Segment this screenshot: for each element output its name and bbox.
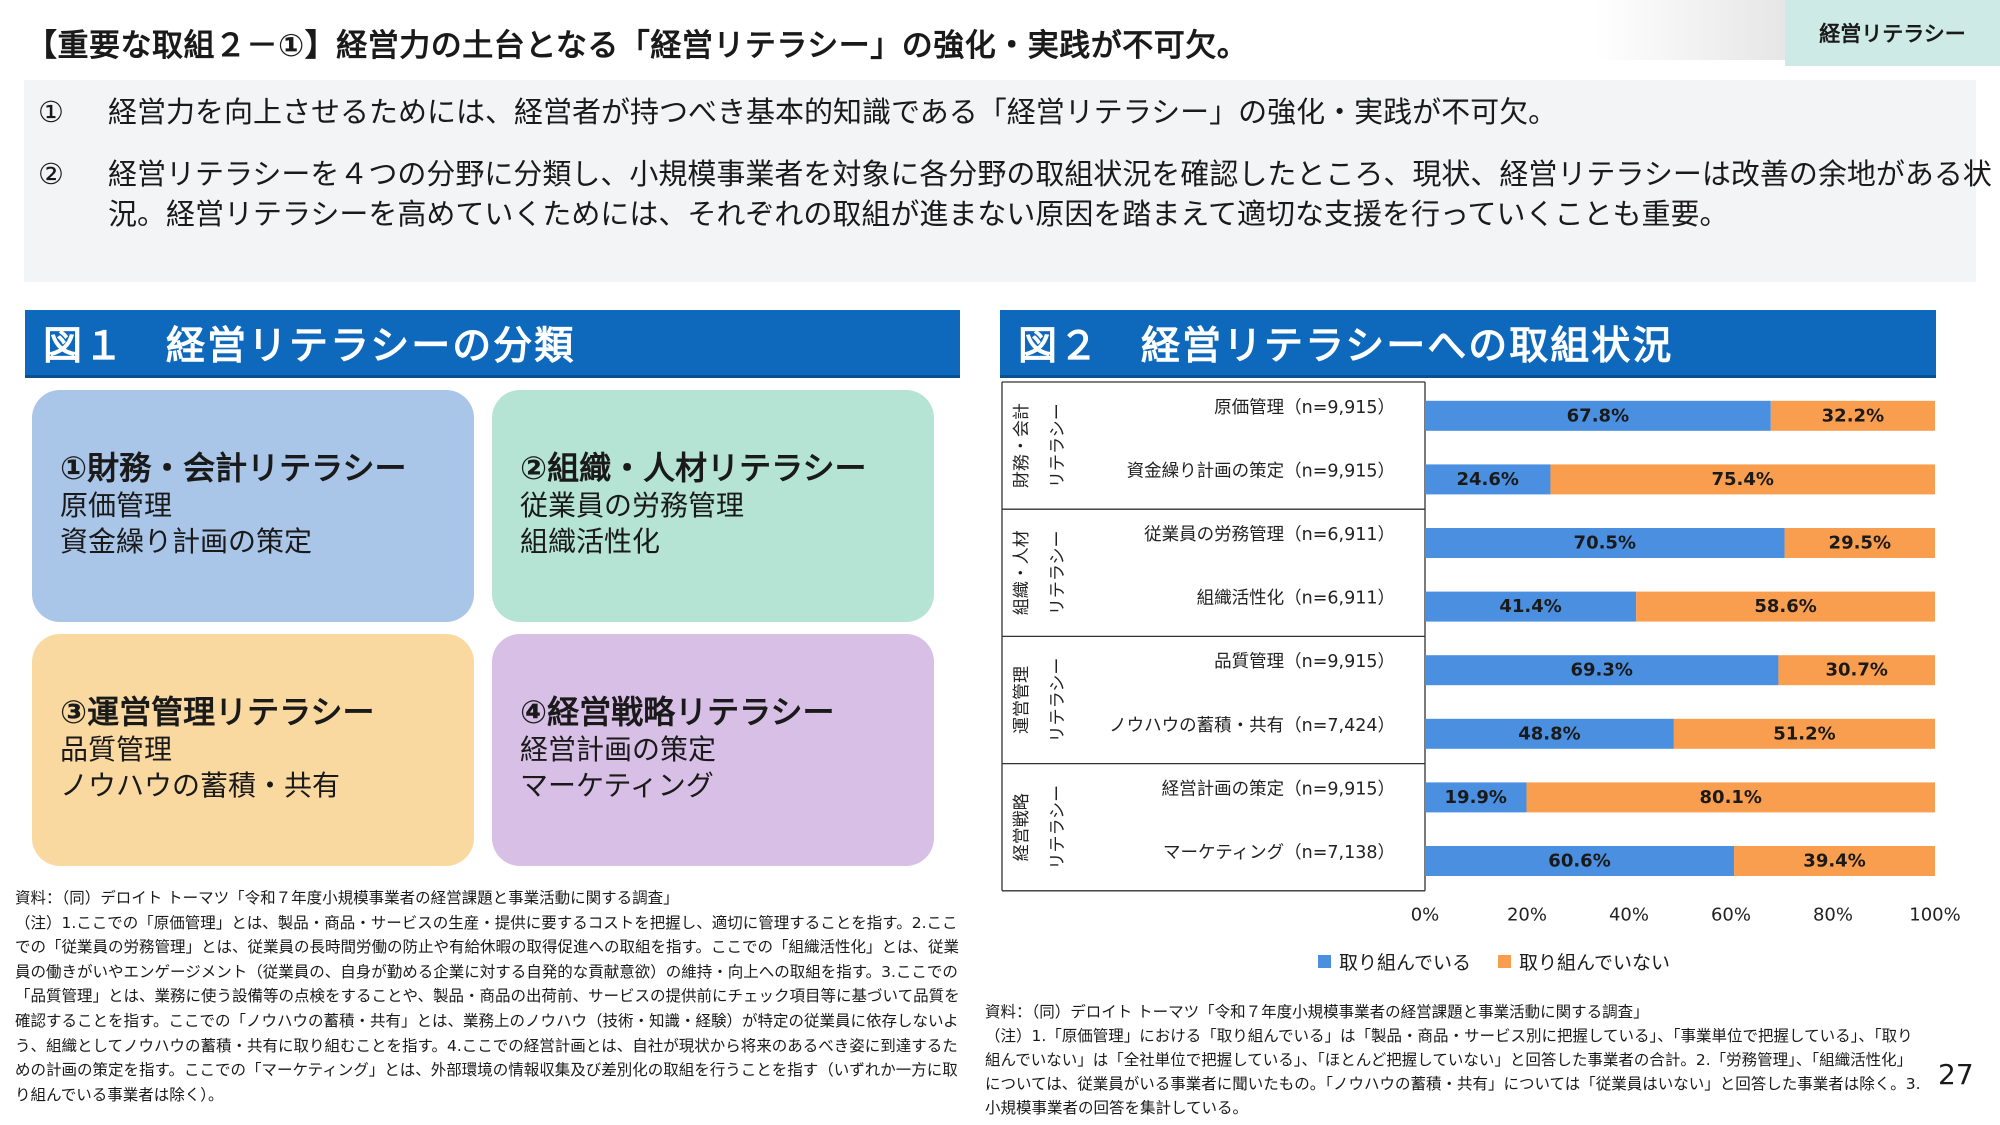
bar-not-doing: [1734, 846, 1935, 876]
card-title: ③運営管理リテラシー: [60, 693, 375, 731]
tag-gradient: [1595, 0, 1785, 60]
category-label: 組織活性化（n=6,911）: [1197, 589, 1395, 609]
bar-doing: [1425, 718, 1674, 749]
bar-doing: [1425, 591, 1637, 622]
data-label: 24.6%: [1457, 469, 1519, 490]
page-number: 27: [1938, 1058, 1974, 1091]
figure2-note: （注）1.「原価管理」における「取り組んでいる」は「製品・商品・サービス別に把握…: [985, 1027, 1921, 1117]
bar-doing: [1425, 782, 1527, 813]
group-label: 財務・会計: [1012, 403, 1032, 488]
x-tick-label: 100%: [1909, 904, 1960, 925]
card-item: 組織活性化: [520, 525, 661, 558]
page-title: 【重要な取組２－①】経営力の土台となる「経営リテラシー」の強化・実践が不可欠。: [26, 28, 1249, 64]
legend-item-doing: 取り組んでいる: [1318, 948, 1471, 975]
data-label: 41.4%: [1499, 596, 1561, 617]
group-label: 経営戦略: [1012, 793, 1032, 861]
group-label: 組織・人材: [1012, 530, 1032, 615]
card-title: ①財務・会計リテラシー: [60, 449, 407, 487]
bar-not-doing: [1636, 591, 1935, 622]
card-item: 原価管理: [60, 489, 173, 522]
data-label: 29.5%: [1829, 533, 1891, 554]
card-title: ②組織・人材リテラシー: [520, 449, 867, 487]
bar-not-doing: [1784, 528, 1935, 558]
x-tick-label: 80%: [1813, 904, 1853, 925]
data-label: 60.6%: [1548, 851, 1610, 872]
bar-not-doing: [1526, 782, 1935, 813]
category-label: 従業員の労務管理（n=6,911）: [1144, 525, 1395, 545]
x-tick-label: 0%: [1411, 904, 1440, 925]
legend-label: 取り組んでいる: [1339, 952, 1472, 974]
legend-label: 取り組んでいない: [1519, 952, 1671, 974]
bar-not-doing: [1673, 718, 1935, 749]
data-label: 32.2%: [1822, 405, 1884, 426]
summary-number: ②: [38, 157, 64, 191]
figure2-title: 図２ 経営リテラシーへの取組状況: [1000, 310, 1936, 378]
card-item: 品質管理: [60, 733, 173, 766]
data-label: 51.2%: [1773, 723, 1835, 744]
category-label: 経営計画の策定（n=9,915）: [1162, 779, 1395, 799]
card-organization: ②組織・人材リテラシー 従業員の労務管理 組織活性化: [492, 390, 934, 622]
bar-doing: [1425, 400, 1771, 431]
card-strategy: ④経営戦略リテラシー 経営計画の策定 マーケティング: [492, 634, 934, 866]
summary-text: 経営リテラシーを４つの分野に分類し、小規模事業者を対象に各分野の取組状況を確認し…: [108, 157, 1992, 231]
group-label: リテラシー: [1048, 530, 1068, 615]
bar-doing: [1425, 528, 1785, 558]
card-item: マーケティング: [520, 769, 714, 802]
summary-box: ① 経営力を向上させるためには、経営者が持つべき基本的知識である「経営リテラシー…: [24, 80, 1992, 282]
category-label: 原価管理（n=9,915）: [1214, 398, 1395, 418]
card-item: 資金繰り計画の策定: [60, 525, 313, 558]
section-tag: 経営リテラシー: [1785, 0, 2000, 66]
bar-not-doing: [1778, 655, 1935, 686]
bar-doing: [1425, 464, 1551, 495]
group-label: 運営管理: [1012, 666, 1032, 734]
card-item: ノウハウの蓄積・共有: [60, 769, 341, 802]
figure1-source: 資料：（同）デロイト トーマツ「令和７年度小規模事業者の経営課題と事業活動に関す…: [15, 889, 679, 907]
bar-not-doing: [1770, 400, 1935, 431]
x-tick-label: 60%: [1711, 904, 1751, 925]
category-label: ノウハウの蓄積・共有（n=7,424）: [1109, 716, 1395, 736]
legend-item-not-doing: 取り組んでいない: [1498, 948, 1670, 975]
card-item: 従業員の労務管理: [520, 489, 745, 522]
figure1-title: 図１ 経営リテラシーの分類: [25, 310, 960, 378]
summary-number: ①: [38, 95, 64, 129]
bar-not-doing: [1550, 464, 1935, 495]
data-label: 48.8%: [1518, 723, 1580, 744]
card-title: ④経営戦略リテラシー: [520, 693, 835, 731]
group-label: リテラシー: [1048, 785, 1068, 870]
card-item: 経営計画の策定: [520, 733, 717, 766]
data-label: 30.7%: [1825, 660, 1887, 681]
card-operations: ③運営管理リテラシー 品質管理 ノウハウの蓄積・共有: [32, 634, 474, 866]
legend-swatch-orange: [1498, 955, 1511, 968]
data-label: 58.6%: [1754, 596, 1816, 617]
group-label: リテラシー: [1048, 658, 1068, 743]
summary-text: 経営力を向上させるためには、経営者が持つべき基本的知識である「経営リテラシー」の…: [108, 95, 1558, 129]
data-label: 70.5%: [1574, 533, 1636, 554]
figure1-note: （注）1.ここでの「原価管理」とは、製品・商品・サービスの生産・提供に要するコス…: [15, 913, 960, 1104]
group-label: リテラシー: [1048, 403, 1068, 488]
figure2-chart: 財務・会計 リテラシー 組織・人材 リテラシー 運営管理 リテラシー 経営戦略 リテラシー 原価…: [1000, 378, 1961, 998]
data-label: 75.4%: [1712, 469, 1774, 490]
data-label: 69.3%: [1570, 660, 1632, 681]
figure2-source: 資料：（同）デロイト トーマツ「令和７年度小規模事業者の経営課題と事業活動に関す…: [985, 1003, 1649, 1021]
x-tick-label: 20%: [1507, 904, 1547, 925]
card-finance: ①財務・会計リテラシー 原価管理 資金繰り計画の策定: [32, 390, 474, 622]
category-label: 品質管理（n=9,915）: [1214, 652, 1395, 672]
data-label: 19.9%: [1445, 787, 1507, 808]
category-label: マーケティング（n=7,138）: [1163, 843, 1395, 863]
figure2-footnote: 資料：（同）デロイト トーマツ「令和７年度小規模事業者の経営課題と事業活動に関す…: [985, 1000, 1925, 1120]
x-tick-label: 40%: [1609, 904, 1649, 925]
category-label: 資金繰り計画の策定（n=9,915）: [1127, 461, 1395, 481]
legend-swatch-blue: [1318, 955, 1331, 968]
data-label: 80.1%: [1700, 787, 1762, 808]
data-label: 39.4%: [1803, 851, 1865, 872]
data-label: 67.8%: [1567, 405, 1629, 426]
bar-doing: [1425, 655, 1779, 686]
bar-doing: [1425, 846, 1735, 876]
figure1-footnote: 資料：（同）デロイト トーマツ「令和７年度小規模事業者の経営課題と事業活動に関す…: [15, 886, 965, 1107]
